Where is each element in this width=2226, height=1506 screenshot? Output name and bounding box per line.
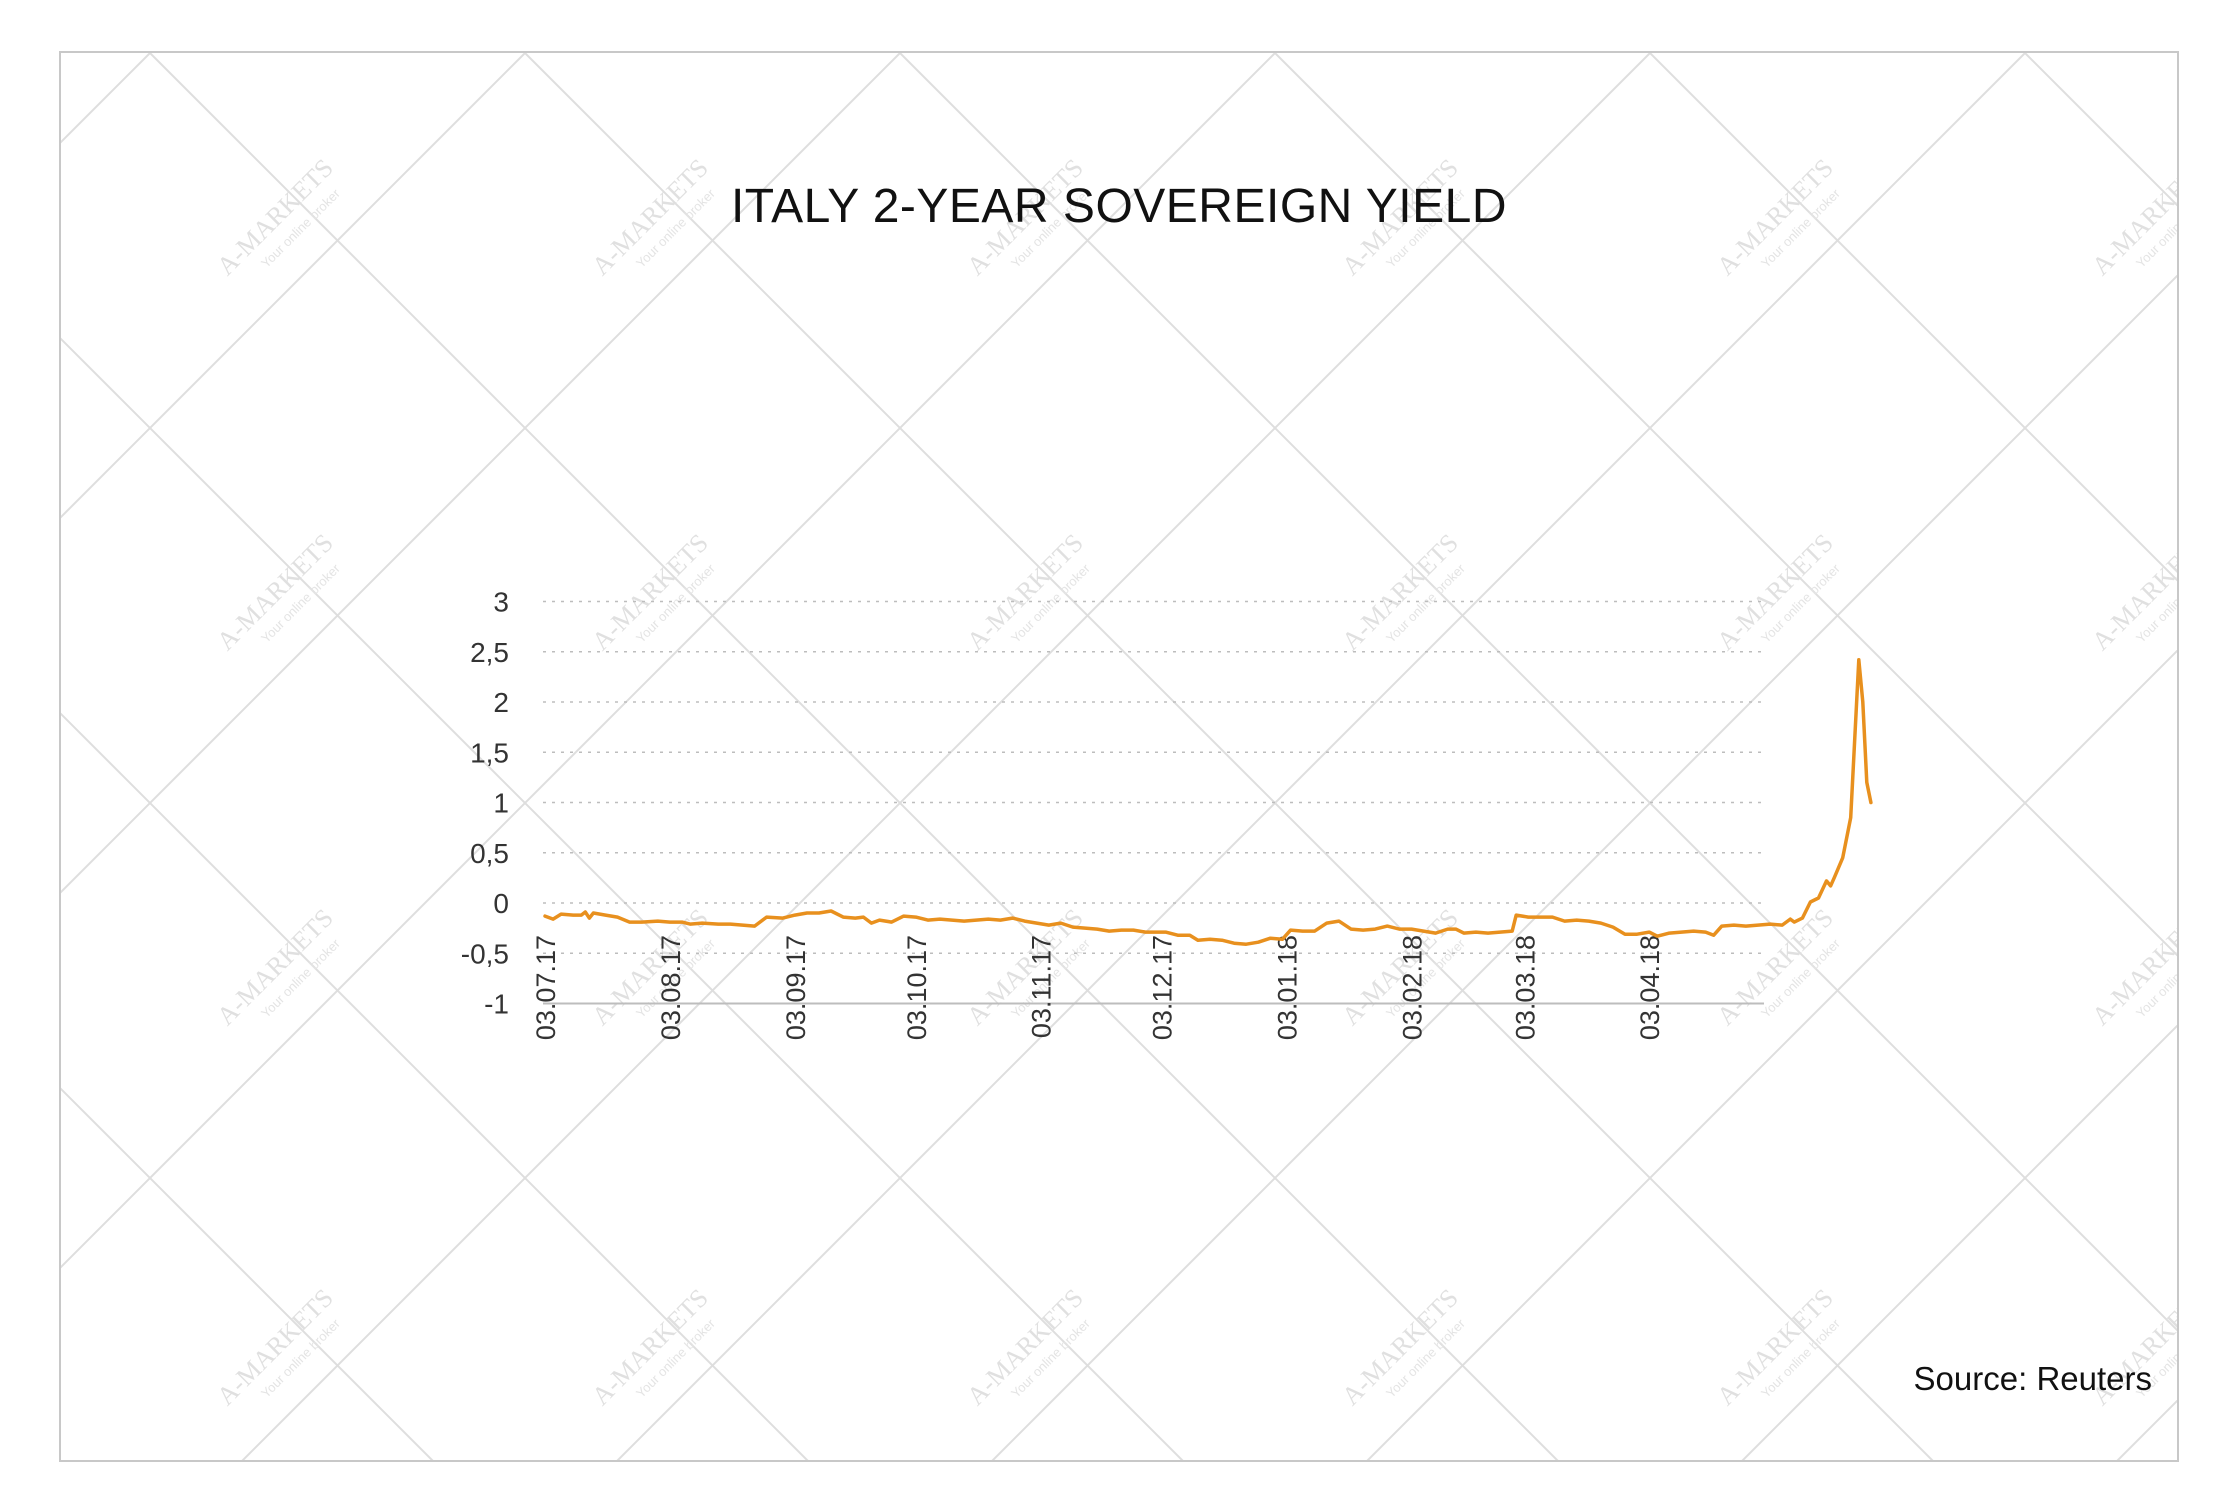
y-tick-label: 0,5 — [470, 838, 509, 869]
watermark-line — [1366, 649, 2177, 1460]
watermark-line — [149, 53, 1559, 1460]
x-tick-label: 03.12.17 — [1148, 935, 1178, 1040]
x-tick-label: 03.07.17 — [531, 935, 561, 1040]
y-tick-label: 3 — [493, 587, 509, 618]
watermark-line — [1274, 53, 2177, 957]
watermark-line — [61, 337, 1184, 1460]
x-tick-label: 03.10.17 — [902, 935, 932, 1040]
watermark-line — [61, 53, 901, 894]
x-tick-label: 03.02.18 — [1397, 935, 1427, 1040]
x-tick-label: 03.11.17 — [1027, 935, 1057, 1038]
watermark-line — [616, 53, 2026, 1460]
source-note: Source: Reuters — [1913, 1360, 2152, 1397]
x-tick-label: 03.04.18 — [1635, 935, 1665, 1040]
watermark-line — [241, 53, 1651, 1460]
y-tick-label: 2 — [493, 687, 509, 718]
watermark-line — [61, 53, 1276, 1269]
y-tick-label: -0,5 — [461, 938, 509, 969]
watermark-line — [1741, 1024, 2177, 1460]
y-tick-label: 1 — [493, 788, 509, 819]
watermark-line — [1649, 53, 2177, 582]
series-line — [543, 658, 1873, 946]
y-tick-label: 1,5 — [470, 737, 509, 768]
watermark-line — [991, 274, 2177, 1460]
line-chart: 3 2,5 2 1,5 1 0,5 0 -0,5 -1 03.07.17 03.08.17 03.09… — [461, 587, 1873, 1040]
chart-title: ITALY 2-YEAR SOVEREIGN YIELD — [730, 180, 1508, 233]
watermark-line — [524, 53, 1934, 1460]
x-tick-label: 03.03.18 — [1510, 935, 1540, 1040]
x-tick-label: 03.01.18 — [1273, 935, 1303, 1040]
watermark-line — [61, 712, 809, 1460]
y-tick-label: -1 — [484, 989, 509, 1020]
watermark-line — [61, 53, 526, 519]
watermark-line — [61, 1087, 434, 1460]
watermark-line — [899, 53, 2177, 1332]
x-tick-label: 03.09.17 — [781, 935, 811, 1040]
x-tick-label: 03.08.17 — [656, 935, 686, 1040]
y-tick-label: 0 — [493, 888, 509, 919]
chart-frame: A-MARKETS Your online broker A-MARKETS Your… — [59, 51, 2179, 1462]
y-tick-label: 2,5 — [470, 637, 509, 668]
